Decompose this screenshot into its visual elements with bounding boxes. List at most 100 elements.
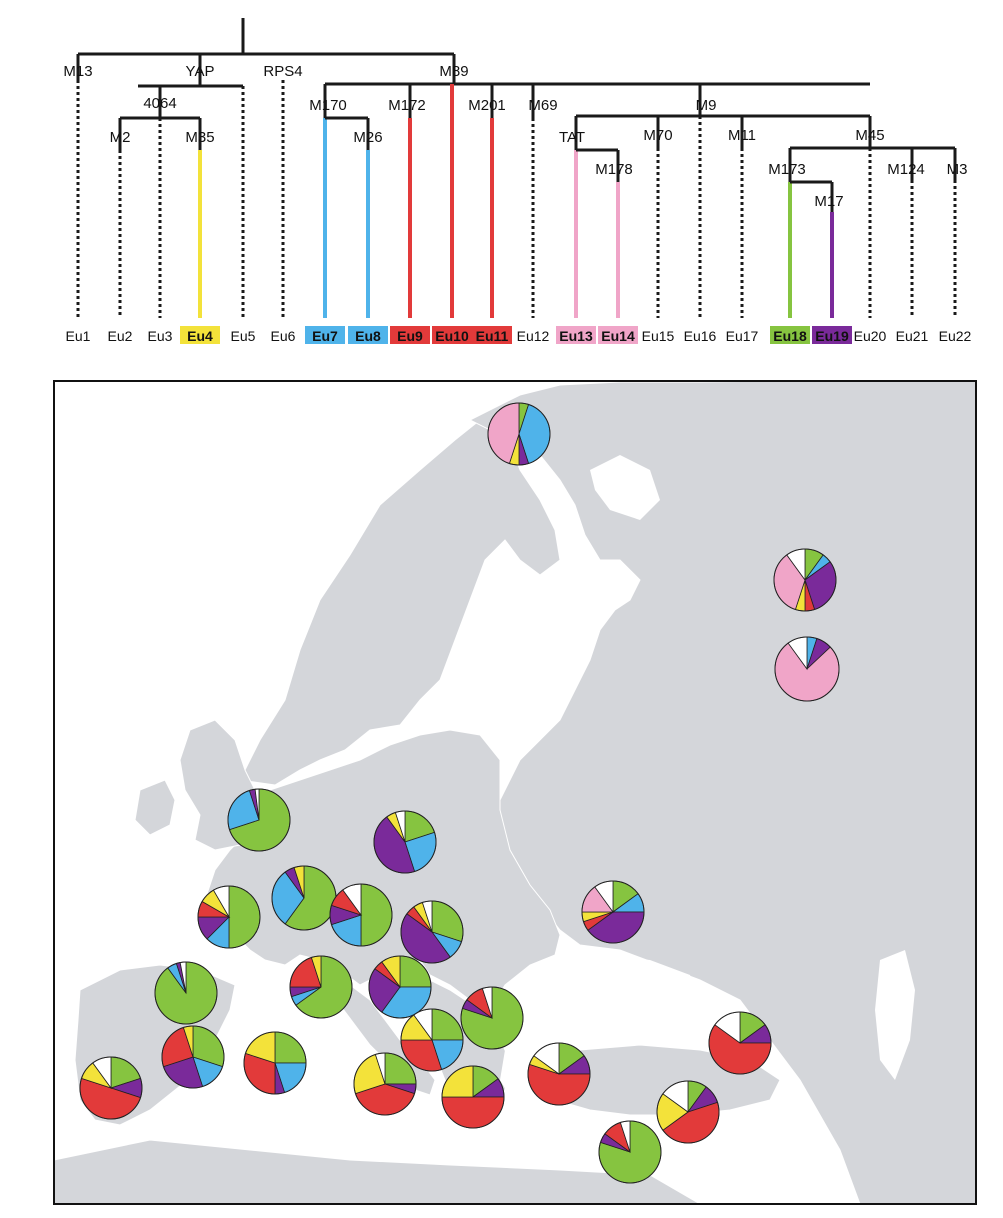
pie-chart (656, 1080, 720, 1144)
pie-chart (161, 1025, 225, 1089)
pie-chart (400, 1008, 464, 1072)
pie-chart (598, 1120, 662, 1184)
haplogroup-label: Eu9 (397, 328, 423, 344)
haplogroup-label: Eu20 (854, 328, 887, 344)
marker-label: YAP (186, 63, 215, 80)
pie-outline (289, 955, 353, 1019)
haplogroup-eu10: Eu10 (432, 326, 472, 344)
pie-outline (487, 402, 551, 466)
mutation-marker-labels: M13 YAP RPS4 M89 4064 M2 M35 M170 M26 M1… (63, 63, 967, 210)
haplogroup-eu17: Eu17 (726, 328, 759, 344)
haplogroup-label: Eu13 (559, 328, 593, 344)
pie-outline (227, 788, 291, 852)
marker-label: M89 (439, 63, 468, 80)
marker-label: M9 (696, 97, 717, 114)
pie-chart (527, 1042, 591, 1106)
pie-chart (400, 900, 464, 964)
pie-outline (400, 1008, 464, 1072)
pie-outline (161, 1025, 225, 1089)
haplogroup-label: Eu15 (642, 328, 675, 344)
pie-chart (329, 883, 393, 947)
haplogroup-color-chip (598, 326, 638, 344)
haplogroup-eu8: Eu8 (348, 326, 388, 344)
haplogroup-eu18: Eu18 (770, 326, 810, 344)
haplogroup-eu2: Eu2 (108, 328, 133, 344)
pie-outline (373, 810, 437, 874)
land-scandinavia (239, 419, 561, 786)
sea-caspian (875, 950, 915, 1080)
pie-chart (289, 955, 353, 1019)
sea-white-sea (590, 455, 660, 520)
pie-outline (197, 885, 261, 949)
haplogroup-color-chip (305, 326, 345, 344)
pie-outline (527, 1042, 591, 1106)
marker-label: M3 (947, 161, 968, 178)
haplogroup-eu7: Eu7 (305, 326, 345, 344)
pie-outline (708, 1011, 772, 1075)
haplogroup-label: Eu5 (231, 328, 256, 344)
haplogroup-label: Eu18 (773, 328, 807, 344)
haplogroup-eu12: Eu12 (517, 328, 550, 344)
haplogroup-label: Eu4 (187, 328, 213, 344)
marker-label: M11 (728, 127, 756, 144)
pie-outline (581, 880, 645, 944)
marker-label: M173 (768, 161, 806, 178)
haplogroup-eu5: Eu5 (231, 328, 256, 344)
sea-black-sea (560, 955, 700, 1020)
marker-label: 4064 (143, 95, 176, 112)
sea-baltic (430, 545, 545, 720)
pie-outline (400, 900, 464, 964)
pie-chart (353, 1052, 417, 1116)
haplogroup-eu4: Eu4 (180, 326, 220, 344)
haplogroup-eu22: Eu22 (939, 328, 972, 344)
haplogroup-label: Eu7 (312, 328, 338, 344)
pie-chart (197, 885, 261, 949)
sea-aegean (500, 1050, 528, 1100)
pie-outline (368, 955, 432, 1019)
pie-chart (774, 636, 840, 702)
haplogroup-color-chip (556, 326, 596, 344)
haplogroup-eu14: Eu14 (598, 326, 638, 344)
land-ireland (134, 779, 176, 836)
pie-chart (460, 986, 524, 1050)
pie-chart (581, 880, 645, 944)
marker-label: M170 (309, 97, 347, 114)
haplogroup-color-chip (432, 326, 472, 344)
marker-label: M70 (643, 127, 672, 144)
pie-outline (598, 1120, 662, 1184)
marker-label: M2 (110, 129, 131, 146)
haplogroup-eu3: Eu3 (148, 328, 173, 344)
haplogroup-label: Eu10 (435, 328, 469, 344)
pie-chart (368, 955, 432, 1019)
marker-label: M172 (388, 97, 426, 114)
haplogroup-label: Eu19 (815, 328, 849, 344)
pie-chart (441, 1065, 505, 1129)
marker-label: RPS4 (263, 63, 302, 80)
marker-label: M178 (595, 161, 633, 178)
pie-outline (353, 1052, 417, 1116)
haplogroup-color-chip (180, 326, 220, 344)
haplogroup-label: Eu6 (271, 328, 296, 344)
pie-outline (774, 636, 840, 702)
haplogroup-eu11: Eu11 (472, 326, 512, 344)
pie-chart (773, 548, 837, 612)
pie-chart (243, 1031, 307, 1095)
haplogroup-eu21: Eu21 (896, 328, 929, 344)
haplogroup-eu16: Eu16 (684, 328, 717, 344)
pie-chart (154, 961, 218, 1025)
haplogroup-labels: Eu1 Eu2 Eu3 Eu4 Eu5 Eu6 Eu7 Eu8 Eu9 Eu10 Eu11 Eu12 E… (66, 326, 972, 344)
marker-label: M201 (468, 97, 506, 114)
haplogroup-label: Eu3 (148, 328, 173, 344)
haplogroup-label: Eu11 (476, 328, 509, 344)
pie-chart (373, 810, 437, 874)
pie-outline (773, 548, 837, 612)
haplogroup-eu19: Eu19 (812, 326, 852, 344)
marker-label: M35 (185, 129, 214, 146)
map-frame (53, 380, 977, 1205)
marker-label: M17 (814, 193, 843, 210)
haplogroup-eu15: Eu15 (642, 328, 675, 344)
marker-label: M13 (63, 63, 92, 80)
pie-chart (708, 1011, 772, 1075)
haplogroup-eu13: Eu13 (556, 326, 596, 344)
